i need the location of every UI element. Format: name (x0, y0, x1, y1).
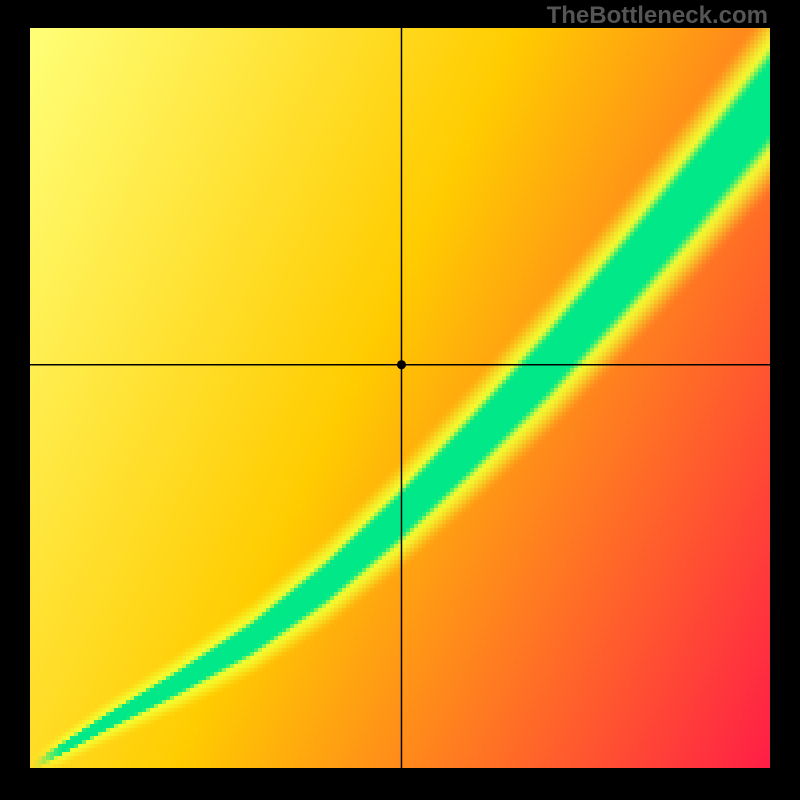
bottleneck-heatmap (0, 0, 800, 800)
chart-container: { "image": { "width": 800, "height": 800… (0, 0, 800, 800)
watermark-text: TheBottleneck.com (547, 2, 768, 30)
